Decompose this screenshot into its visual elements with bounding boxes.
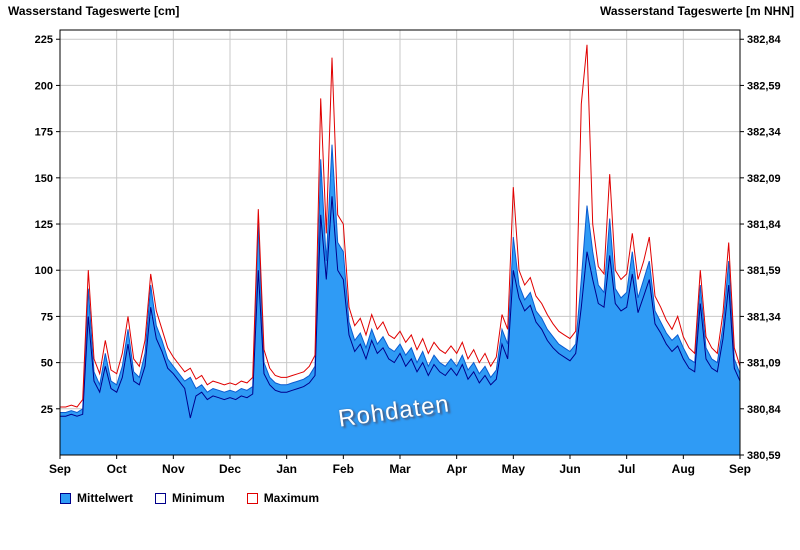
chart-legend: Mittelwert Minimum Maximum bbox=[60, 491, 319, 505]
svg-text:380,59: 380,59 bbox=[747, 450, 781, 462]
svg-text:381,34: 381,34 bbox=[747, 311, 782, 323]
maximum-swatch-icon bbox=[246, 492, 258, 504]
legend-label-mittelwert: Mittelwert bbox=[77, 491, 134, 505]
svg-text:25: 25 bbox=[41, 404, 53, 416]
svg-text:Jan: Jan bbox=[276, 462, 297, 476]
svg-text:381,59: 381,59 bbox=[747, 265, 781, 277]
svg-text:381,09: 381,09 bbox=[747, 358, 781, 370]
svg-text:100: 100 bbox=[35, 265, 53, 277]
svg-text:75: 75 bbox=[41, 311, 53, 323]
legend-item-minimum: Minimum bbox=[155, 491, 225, 505]
svg-text:200: 200 bbox=[35, 80, 53, 92]
left-axis-title: Wasserstand Tageswerte [cm] bbox=[8, 4, 180, 18]
svg-text:Jul: Jul bbox=[618, 462, 635, 476]
svg-text:175: 175 bbox=[35, 127, 53, 139]
svg-text:Sep: Sep bbox=[49, 462, 71, 476]
legend-label-maximum: Maximum bbox=[263, 491, 320, 505]
mittelwert-swatch-icon bbox=[60, 492, 71, 504]
svg-text:Dec: Dec bbox=[219, 462, 241, 476]
svg-text:125: 125 bbox=[35, 219, 53, 231]
svg-text:225: 225 bbox=[35, 34, 53, 46]
minimum-swatch-icon bbox=[155, 492, 167, 504]
svg-text:381,84: 381,84 bbox=[747, 219, 782, 231]
svg-text:May: May bbox=[502, 462, 526, 476]
legend-item-maximum: Maximum bbox=[246, 491, 320, 505]
svg-text:Jun: Jun bbox=[559, 462, 580, 476]
svg-text:382,09: 382,09 bbox=[747, 173, 781, 185]
svg-text:Aug: Aug bbox=[672, 462, 695, 476]
right-axis-title: Wasserstand Tageswerte [m NHN] bbox=[599, 4, 794, 18]
svg-text:382,34: 382,34 bbox=[747, 127, 782, 139]
svg-text:150: 150 bbox=[35, 173, 53, 185]
svg-text:382,84: 382,84 bbox=[747, 34, 782, 46]
svg-text:Apr: Apr bbox=[446, 462, 467, 476]
legend-label-minimum: Minimum bbox=[172, 491, 225, 505]
svg-text:Mar: Mar bbox=[389, 462, 411, 476]
legend-item-mittelwert: Mittelwert bbox=[60, 491, 133, 505]
svg-text:Oct: Oct bbox=[107, 462, 127, 476]
svg-text:380,84: 380,84 bbox=[747, 404, 782, 416]
svg-text:382,59: 382,59 bbox=[747, 80, 781, 92]
svg-text:Sep: Sep bbox=[729, 462, 751, 476]
svg-text:Nov: Nov bbox=[162, 462, 185, 476]
svg-text:Feb: Feb bbox=[333, 462, 354, 476]
svg-text:50: 50 bbox=[41, 358, 53, 370]
